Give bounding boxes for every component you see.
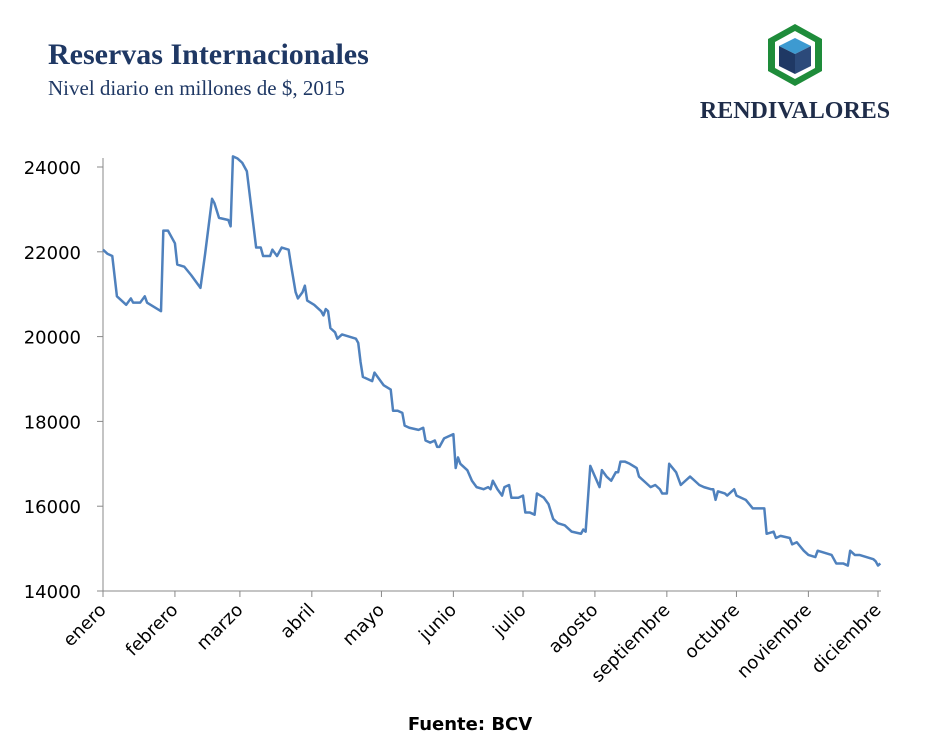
- source-note: Fuente: BCV: [408, 714, 532, 735]
- y-tick-label: 18000: [24, 412, 81, 433]
- logo-icon: [768, 24, 822, 86]
- x-tick-label: agosto: [545, 600, 603, 658]
- x-tick-label: octubre: [680, 600, 744, 664]
- x-tick-label: abril: [276, 600, 319, 643]
- x-tick-label: noviembre: [733, 600, 816, 683]
- y-tick-label: 22000: [24, 243, 81, 264]
- y-tick-label: 16000: [24, 497, 81, 518]
- chart-title: Reservas Internacionales: [48, 38, 369, 71]
- y-tick-label: 24000: [24, 158, 81, 179]
- chart-subtitle: Nivel diario en millones de $, 2015: [48, 76, 345, 100]
- x-tick-label: junio: [414, 600, 461, 647]
- x-tick-label: marzo: [193, 600, 248, 655]
- logo-text: RENDIVALORES: [700, 98, 890, 124]
- x-tick-label: julio: [488, 600, 530, 642]
- x-tick-label: mayo: [339, 600, 389, 650]
- y-tick-label: 14000: [24, 582, 81, 603]
- x-tick-label: enero: [59, 600, 110, 651]
- data-line: [102, 155, 882, 567]
- x-tick-label: febrero: [122, 600, 183, 661]
- x-tick-label: diciembre: [807, 600, 885, 678]
- y-tick-label: 20000: [24, 328, 81, 349]
